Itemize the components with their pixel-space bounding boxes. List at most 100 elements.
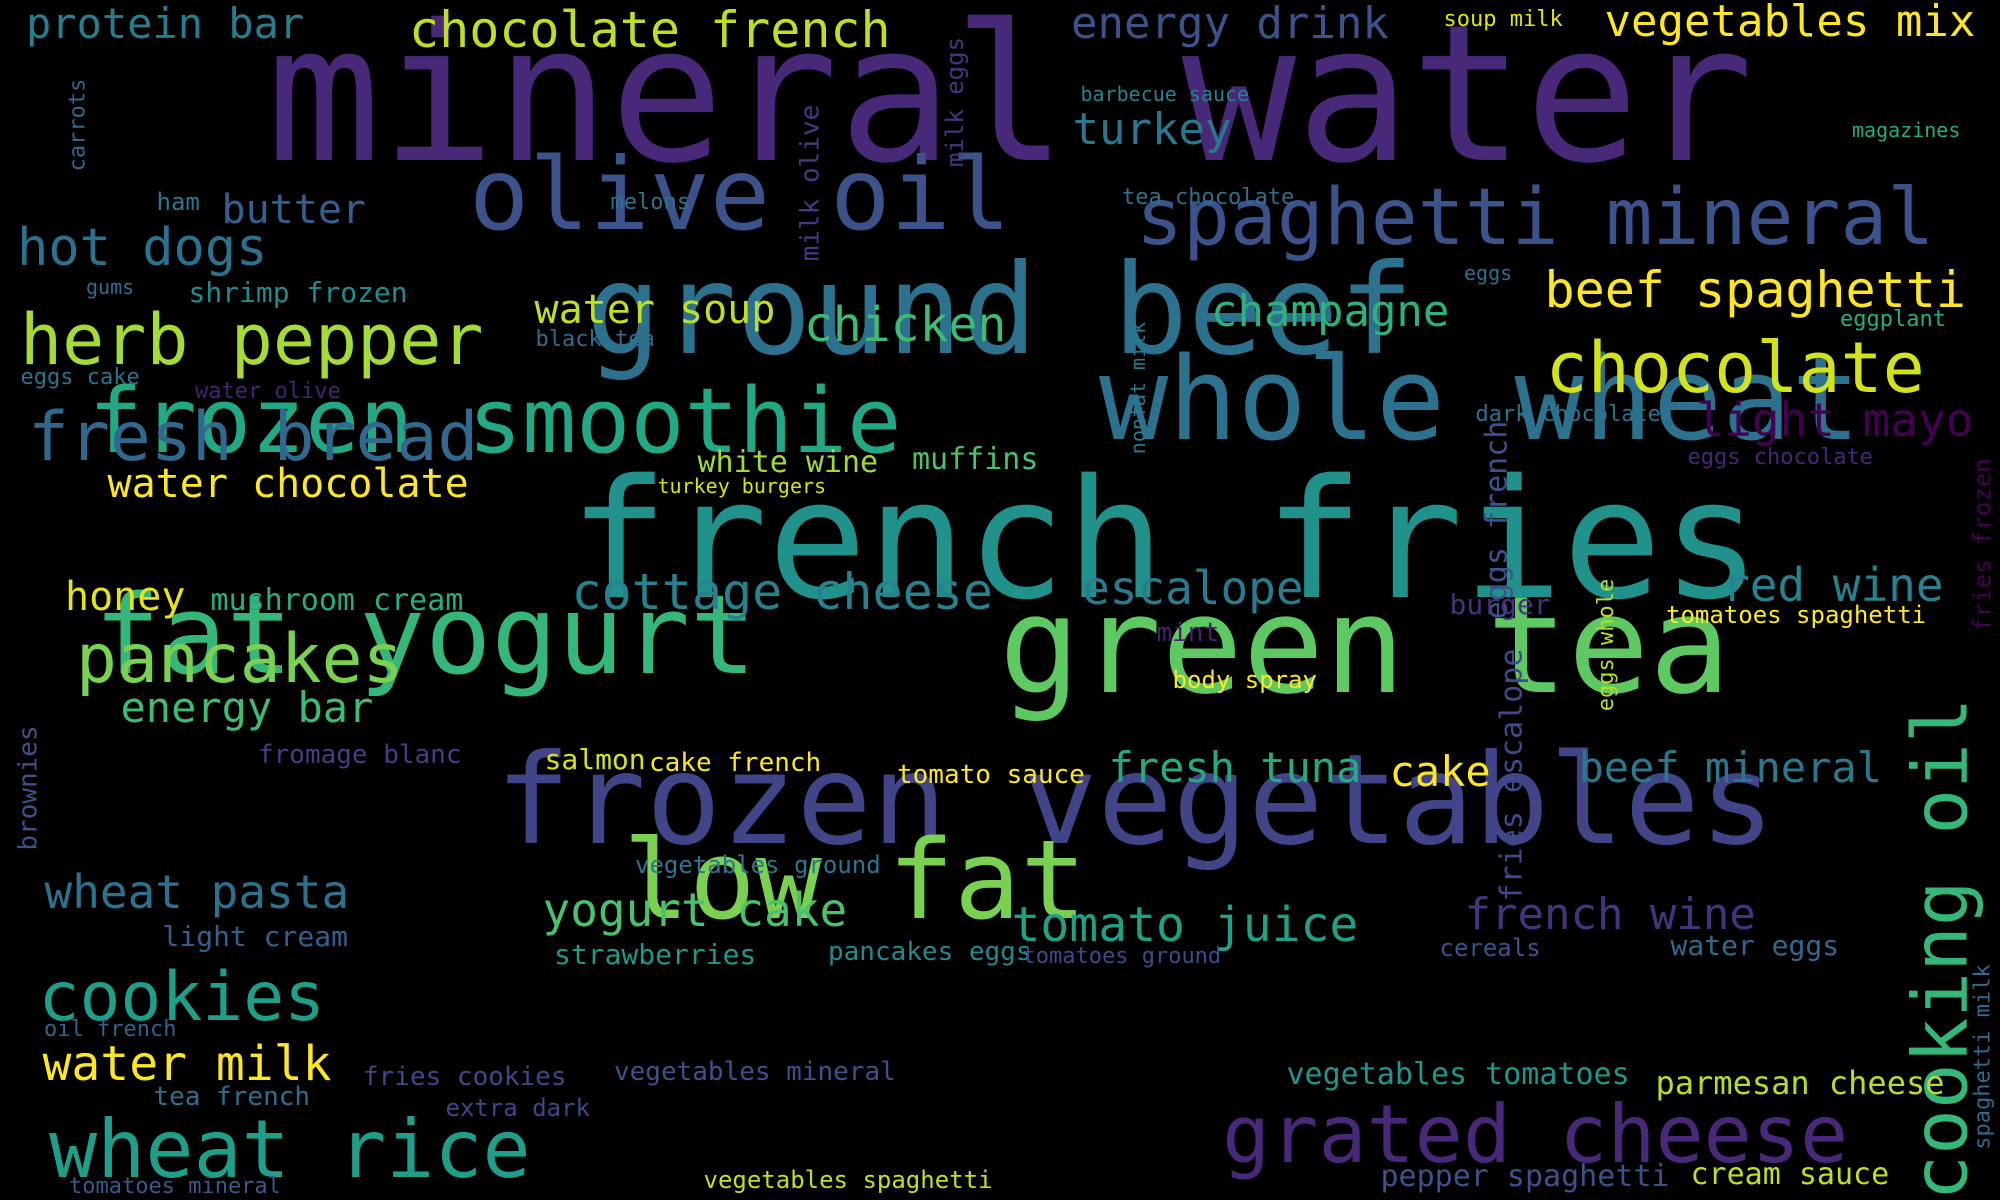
word-melons: melons: [610, 190, 690, 215]
word-pancakes-eggs: pancakes eggs: [828, 937, 1032, 967]
word-eggs: eggs: [1464, 261, 1513, 285]
word-yogurt-cake: yogurt cake: [542, 883, 848, 937]
word-fresh-tuna: fresh tuna: [1108, 743, 1362, 792]
word-champagne: champagne: [1211, 286, 1450, 337]
word-tea-french: tea french: [153, 1082, 311, 1112]
word-hot-dogs: hot dogs: [17, 218, 268, 278]
word-fromage-blanc: fromage blanc: [258, 740, 462, 770]
word-tomatoes-spaghetti: tomatoes spaghetti: [1666, 601, 1927, 629]
word-cooking-oil: cooking oil: [1895, 696, 1985, 1200]
word-shrimp-frozen: shrimp frozen: [188, 276, 408, 309]
word-turkey: turkey: [1072, 104, 1232, 155]
word-eggplant: eggplant: [1840, 307, 1946, 332]
word-butter: butter: [221, 187, 367, 233]
word-cookies: cookies: [38, 958, 326, 1037]
word-low-fat: low fat: [623, 816, 1087, 944]
word-fries-cookies: fries cookies: [363, 1062, 567, 1092]
word-water-olive: water olive: [195, 379, 341, 404]
word-olive-oil: olive oil: [469, 136, 1011, 253]
word-ground-beef: ground beef: [586, 237, 1414, 383]
word-tea-chocolate: tea chocolate: [1122, 185, 1295, 210]
word-cereals: cereals: [1439, 934, 1541, 962]
word-milk-eggs: milk eggs: [941, 36, 970, 168]
word-barbecue-sauce: barbecue sauce: [1080, 82, 1250, 106]
word-mineral-water: mineral water: [266, 0, 1754, 205]
word-dark-chocolate: dark chocolate: [1475, 402, 1661, 427]
word-extra-dark: extra dark: [445, 1094, 591, 1122]
word-fat-yogurt: fat yogurt: [94, 571, 757, 699]
word-vegetables-mix: vegetables mix: [1604, 0, 1976, 47]
word-salmon: salmon: [544, 743, 646, 776]
word-frozen-smoothie: frozen smoothie: [88, 369, 902, 474]
word-cake-french: cake french: [649, 748, 822, 778]
word-honey: honey: [65, 574, 186, 620]
word-water-soup: water soup: [534, 287, 776, 333]
word-chicken: chicken: [804, 297, 1007, 353]
word-mint: mint: [1156, 618, 1220, 648]
word-herb-pepper: herb pepper: [20, 299, 484, 381]
word-beef-mineral: beef mineral: [1578, 743, 1882, 792]
word-black-tea: black tea: [535, 327, 655, 352]
word-milk-olive: milk olive: [794, 104, 825, 262]
word-oil-french: oil french: [44, 1017, 177, 1042]
word-green-tea: green tea: [999, 566, 1731, 724]
word-pepper-spaghetti: pepper spaghetti: [1380, 1159, 1670, 1194]
word-vegetables-ground: vegetables ground: [635, 851, 881, 879]
word-gums: gums: [86, 275, 135, 299]
word-muffins: muffins: [912, 442, 1039, 477]
word-vegetables-mineral: vegetables mineral: [614, 1057, 896, 1087]
word-fries-frozen: fries frozen: [1968, 458, 1997, 632]
word-energy-bar: energy bar: [120, 683, 374, 732]
word-strawberries: strawberries: [554, 938, 757, 971]
word-brownies: brownies: [13, 725, 44, 851]
word-ham: ham: [156, 188, 200, 216]
word-pancakes: pancakes: [76, 620, 404, 699]
word-whole-wheat: whole wheat: [1099, 332, 1861, 467]
word-carrots: carrots: [64, 78, 90, 172]
word-water-milk: water milk: [42, 1036, 332, 1092]
word-burger: burger: [1449, 588, 1551, 621]
word-magazines: magazines: [1852, 118, 1961, 142]
word-turkey-burgers: turkey burgers: [657, 474, 827, 498]
word-eggs-cake: eggs cake: [20, 365, 140, 390]
word-water-chocolate: water chocolate: [107, 461, 469, 507]
word-light-cream: light cream: [162, 920, 348, 953]
word-nonfat-milk: nonfat milk: [1126, 321, 1151, 455]
word-light-mayo: light mayo: [1696, 393, 1974, 447]
word-tomato-sauce: tomato sauce: [897, 760, 1085, 790]
word-eggs-whole: eggs whole: [1594, 578, 1620, 712]
word-grated-cheese: grated cheese: [1222, 1088, 1849, 1181]
word-vegetables-tomatoes: vegetables tomatoes: [1286, 1057, 1630, 1092]
word-beef-spaghetti: beef spaghetti: [1544, 261, 1966, 319]
word-tomatoes-mineral: tomatoes mineral: [69, 1174, 281, 1199]
word-tomato-juice: tomato juice: [1011, 897, 1359, 953]
word-parmesan-cheese: parmesan cheese: [1655, 1064, 1945, 1102]
word-mushroom-cream: mushroom cream: [210, 583, 464, 618]
word-vegetables-spaghetti: vegetables spaghetti: [703, 1166, 993, 1194]
word-french-wine: french wine: [1464, 889, 1756, 940]
word-wheat-rice: wheat rice: [49, 1103, 531, 1196]
word-water-eggs: water eggs: [1670, 929, 1840, 962]
word-protein-bar: protein bar: [26, 0, 305, 48]
word-wheat-pasta: wheat pasta: [44, 865, 350, 919]
word-eggs-chocolate: eggs chocolate: [1687, 445, 1873, 470]
word-spaghetti-milk: spaghetti milk: [1970, 964, 1996, 1150]
word-body-spray: body spray: [1172, 666, 1318, 694]
word-cake: cake: [1389, 747, 1491, 796]
word-white-wine: white wine: [697, 445, 879, 480]
word-spaghetti-mineral: spaghetti mineral: [1136, 173, 1935, 263]
word-soup-milk: soup milk: [1443, 7, 1563, 32]
word-cream-sauce: cream sauce: [1690, 1157, 1890, 1192]
word-chocolate: chocolate: [1545, 327, 1925, 409]
word-red-wine: red wine: [1722, 558, 1944, 612]
word-energy-drink: energy drink: [1071, 0, 1389, 49]
word-cottage-cheese: cottage cheese: [571, 563, 993, 621]
word-fresh-bread: fresh bread: [28, 398, 479, 477]
word-tomatoes-ground: tomatoes ground: [1022, 944, 1222, 969]
word-frozen-vegetables: frozen vegetables: [495, 727, 1775, 873]
word-fries-escalope: fries escalope: [1493, 648, 1529, 902]
word-escalope: escalope: [1082, 561, 1304, 615]
word-chocolate-french: chocolate french: [409, 1, 891, 59]
word-french-fries: french fries: [569, 443, 1762, 636]
